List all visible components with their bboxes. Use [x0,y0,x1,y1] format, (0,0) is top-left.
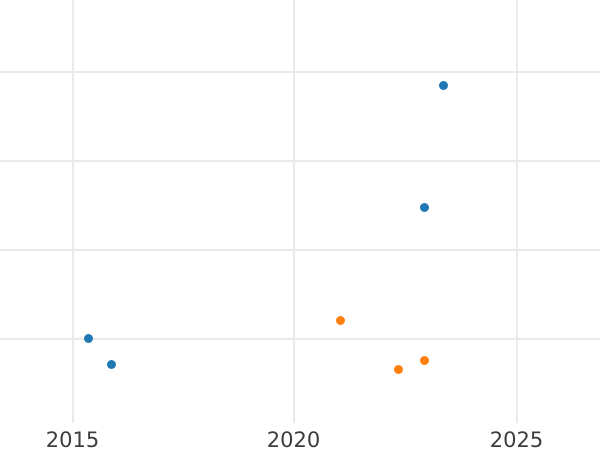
vertical-gridline [515,0,518,423]
horizontal-gridline [0,249,600,251]
horizontal-gridline [0,338,600,340]
blue-series-point [83,333,93,343]
horizontal-gridline [0,71,600,73]
orange-series-point [419,355,429,365]
x-tick-label-2020: 2020 [266,428,321,450]
x-tick-label-2015: 2015 [45,428,100,450]
blue-series-point [106,359,116,369]
orange-series-point [335,315,345,325]
x-tick-label-2025: 2025 [489,428,544,450]
vertical-gridline [71,0,74,423]
horizontal-gridline [0,160,600,162]
orange-series-point [393,364,403,374]
blue-series-point [438,80,448,90]
vertical-gridline [292,0,295,423]
blue-series-point [419,202,429,212]
